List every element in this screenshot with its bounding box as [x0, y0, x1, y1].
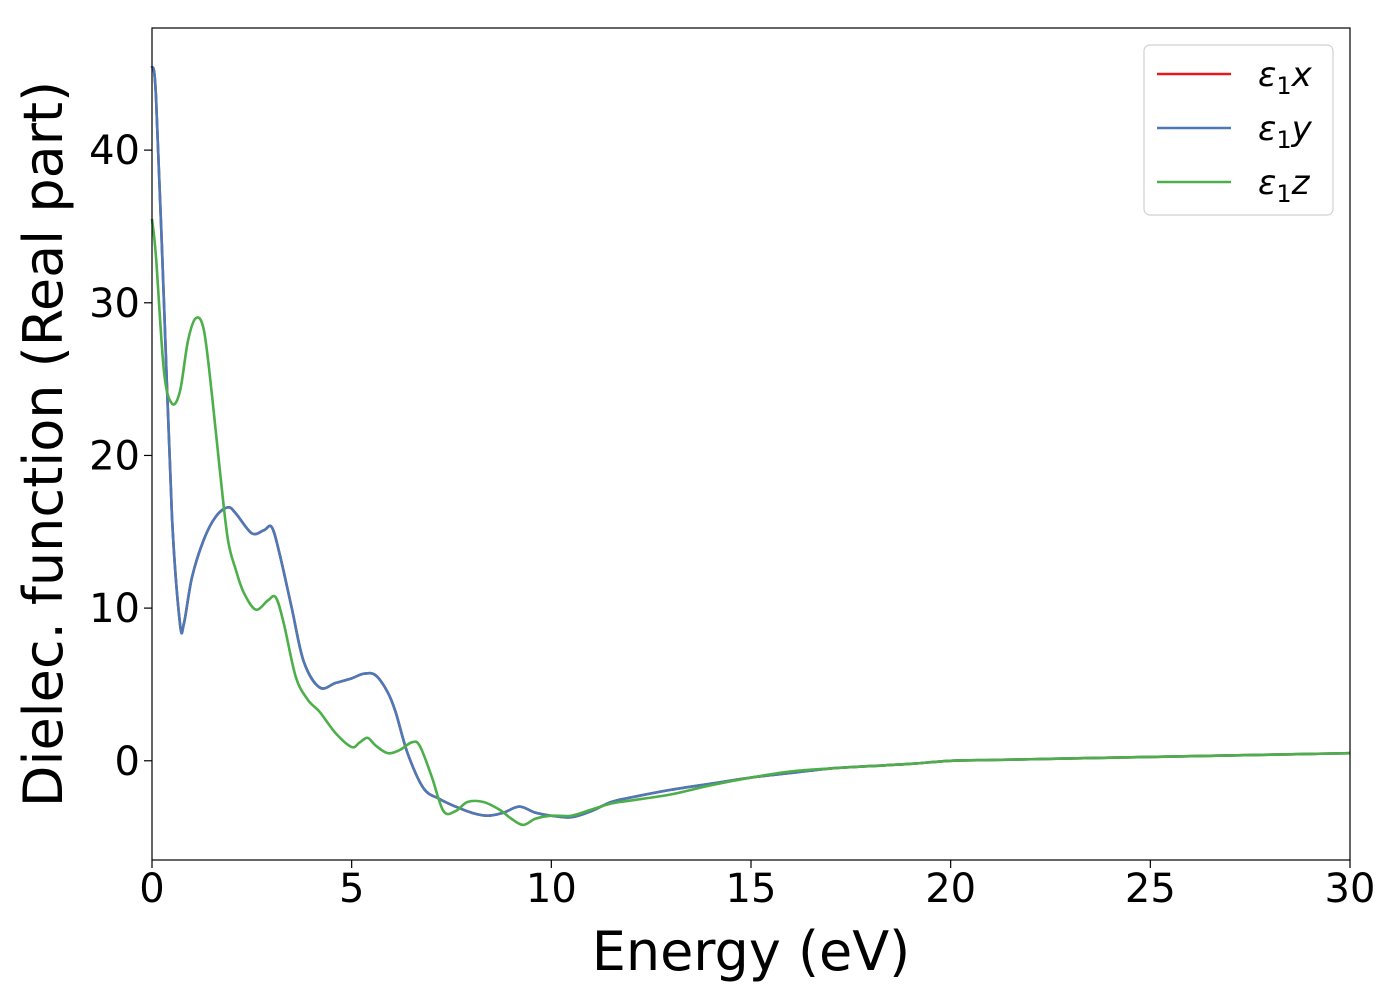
legend-label-x: ε1x [1258, 55, 1313, 100]
legend-box [1143, 44, 1334, 216]
y-tick-label: 30 [89, 281, 140, 327]
series-line-z [150, 218, 1351, 827]
x-tick-label: 5 [339, 866, 364, 912]
x-tick-label: 15 [726, 866, 777, 912]
legend: ε1x ε1y ε1z [1143, 44, 1334, 216]
y-axis-label: Dielec. function (Real part) [12, 81, 75, 807]
x-tick-label: 0 [139, 866, 164, 912]
x-tick-label: 20 [925, 866, 976, 912]
y-tick-label: 40 [89, 128, 140, 174]
series-layer [150, 65, 1351, 827]
x-tick-label: 10 [526, 866, 577, 912]
x-tick-label: 30 [1325, 866, 1376, 912]
x-tick-label: 25 [1125, 866, 1176, 912]
x-axis-label: Energy (eV) [592, 920, 911, 983]
legend-label-z: ε1z [1258, 163, 1311, 208]
legend-label-y: ε1y [1258, 109, 1313, 154]
y-tick-label: 10 [89, 586, 140, 632]
tick-layer: 0 5 10 15 20 25 30 0 10 20 30 40 [89, 128, 1375, 912]
y-tick-label: 0 [115, 739, 140, 785]
y-tick-label: 20 [89, 433, 140, 479]
